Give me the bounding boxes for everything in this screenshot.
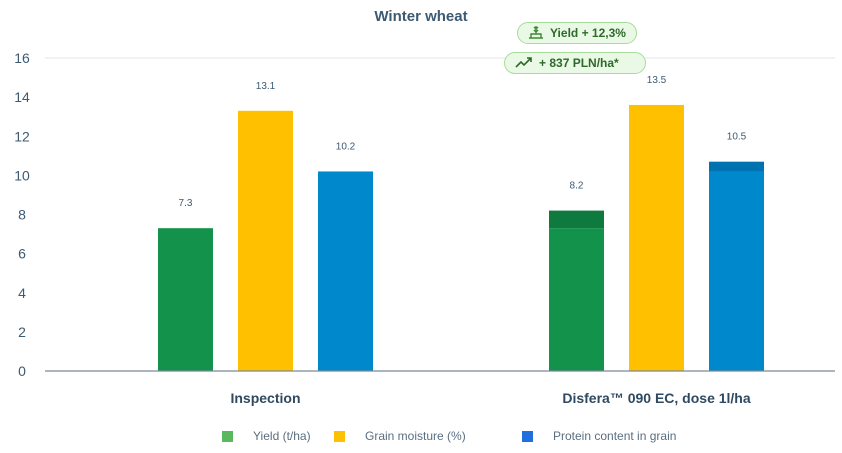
data-label: 13.1 bbox=[256, 81, 276, 92]
bar-1 bbox=[629, 104, 684, 371]
wheat-plant-icon bbox=[528, 25, 544, 42]
yield-increase-badge: Yield + 12,3% bbox=[517, 22, 637, 44]
y-tick-label: 2 bbox=[18, 324, 26, 340]
bar-0-base bbox=[549, 228, 604, 371]
y-tick-label: 16 bbox=[14, 50, 30, 66]
y-tick-label: 14 bbox=[14, 89, 30, 105]
legend-swatch bbox=[334, 430, 345, 442]
bar-0 bbox=[158, 228, 213, 371]
y-tick-label: 0 bbox=[18, 363, 26, 379]
trending-up-icon bbox=[515, 56, 533, 71]
y-tick-label: 6 bbox=[18, 246, 26, 262]
bar-0-increase bbox=[549, 210, 604, 229]
y-tick-label: 10 bbox=[14, 167, 30, 183]
chart-title: Winter wheat bbox=[374, 8, 467, 25]
profit-increase-badge: + 837 PLN/ha* bbox=[504, 52, 646, 74]
x-tick-label: Disfera™ 090 EC, dose 1l/ha bbox=[562, 390, 751, 406]
bar-2 bbox=[318, 171, 373, 371]
legend-item-protein: Protein content in grain bbox=[522, 429, 676, 443]
legend-item-moisture: Grain moisture (%) bbox=[334, 429, 466, 443]
bar-2-base bbox=[709, 171, 764, 371]
y-tick-label: 12 bbox=[14, 128, 30, 144]
y-tick-label: 4 bbox=[18, 285, 26, 301]
data-label: 13.5 bbox=[647, 75, 667, 86]
data-label: 8.2 bbox=[570, 181, 584, 192]
bar-2-increase bbox=[709, 161, 764, 172]
bar-1 bbox=[238, 110, 293, 371]
data-label: 10.5 bbox=[727, 132, 747, 143]
legend-swatch bbox=[522, 430, 533, 442]
data-label: 10.2 bbox=[336, 141, 356, 152]
data-label: 7.3 bbox=[179, 198, 193, 209]
y-tick-label: 8 bbox=[18, 207, 26, 223]
legend-item-yield: Yield (t/ha) bbox=[222, 429, 311, 443]
legend-swatch bbox=[222, 430, 233, 442]
x-tick-label: Inspection bbox=[230, 390, 300, 406]
